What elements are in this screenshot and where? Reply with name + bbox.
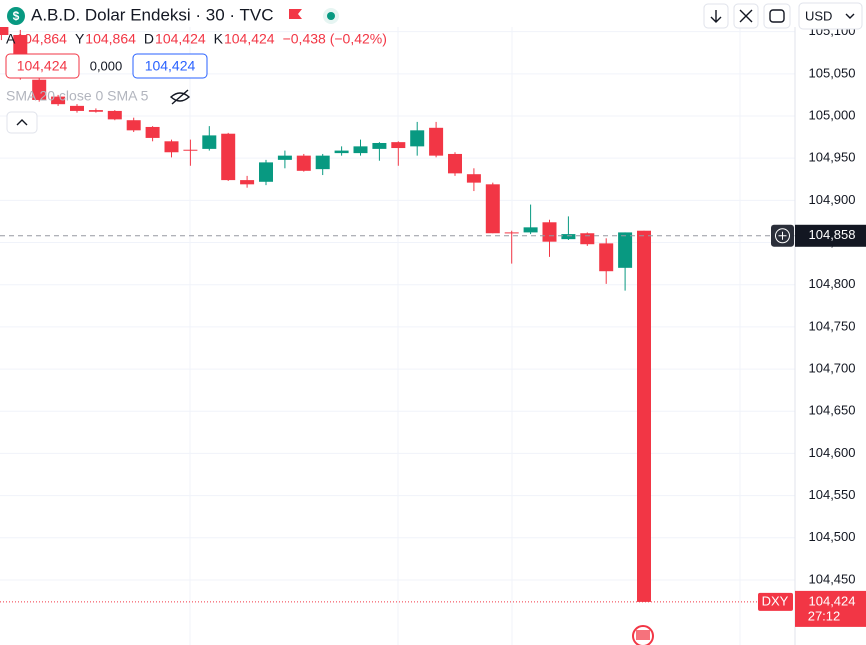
legend-value: 104,864 — [85, 31, 136, 47]
status-dot — [327, 12, 335, 20]
chart-title: A.B.D. Dolar Endeksi · 30 · TVC — [31, 5, 274, 24]
legend-key: A — [6, 31, 16, 47]
collapse-button[interactable] — [6, 111, 38, 134]
candle-body — [107, 110, 122, 120]
bid-box[interactable] — [5, 53, 80, 79]
candle-body — [542, 222, 557, 242]
last-price-label: 104,424 — [809, 593, 856, 608]
candle-body — [372, 142, 387, 149]
candle-body — [51, 96, 66, 105]
candle-body — [561, 234, 576, 240]
legend-key: D — [144, 31, 154, 47]
ask[interactable]: 104,424 — [145, 58, 196, 74]
symbol-label: DXY — [762, 593, 789, 608]
collapse-icon — [16, 119, 28, 126]
currency-button[interactable] — [798, 2, 863, 30]
candle-body — [580, 233, 595, 245]
currency[interactable]: USD — [805, 8, 832, 23]
candle-body — [466, 174, 481, 183]
candle-body — [183, 149, 198, 151]
candle-body — [410, 130, 425, 147]
candle-body — [32, 79, 47, 100]
down-icon — [710, 10, 722, 23]
symbol-box — [758, 592, 793, 611]
currency-caret — [845, 13, 855, 19]
event-flag — [636, 630, 650, 640]
crosshair-plus-cross — [778, 231, 787, 240]
bid[interactable]: 104,424 — [17, 58, 68, 74]
candle-body — [240, 180, 255, 185]
candle-body — [126, 120, 141, 131]
candle-body — [618, 232, 633, 268]
legend-key: Y — [75, 31, 85, 47]
spread: 0,000 — [90, 58, 123, 73]
legend-value: 104,424 — [155, 31, 206, 47]
candle-body — [391, 142, 406, 149]
y-tick-label: 104,900 — [809, 192, 856, 207]
candle-body — [504, 232, 519, 234]
indicator[interactable]: SMA 20 close 0 SMA 5 — [6, 88, 149, 104]
candle-body — [70, 105, 84, 111]
countdown: 27:12 — [808, 608, 841, 623]
candle-body — [637, 230, 651, 602]
candle-body — [599, 243, 614, 272]
legend-value: 104,424 — [224, 31, 275, 47]
crosshair-label-box — [795, 224, 866, 247]
crosshair-plus — [775, 228, 790, 244]
legend-key: K — [214, 31, 224, 47]
ask-box[interactable] — [132, 53, 208, 79]
candle-body — [448, 153, 462, 174]
flag-icon[interactable] — [289, 9, 302, 19]
symbol-icon — [7, 7, 25, 25]
compare-icon — [739, 9, 753, 23]
hide-icon[interactable] — [169, 89, 191, 105]
change: −0,438 (−0,42%) — [283, 31, 387, 47]
y-tick-label: 104,500 — [809, 529, 856, 544]
y-tick-label: 104,650 — [809, 403, 856, 418]
y-tick-label: 105,000 — [809, 107, 856, 122]
candle-body — [485, 184, 500, 234]
y-tick-label: 104,950 — [809, 150, 856, 165]
y-tick-label: 104,800 — [809, 276, 856, 291]
y-tick-label: 104,450 — [809, 571, 856, 586]
last-price-box — [795, 590, 866, 627]
y-tick-label: 104,550 — [809, 487, 856, 502]
y-tick-label: 104,700 — [809, 361, 856, 376]
y-tick-label: 104,600 — [809, 445, 856, 460]
symbol-icon-glyph: $ — [13, 9, 20, 23]
candle-body — [145, 126, 160, 138]
fullscreen-button[interactable] — [763, 3, 791, 29]
y-tick-label: 105,050 — [809, 65, 856, 80]
legend-value: 104,864 — [16, 31, 67, 47]
overlay — [0, 235, 795, 603]
candle-body — [353, 146, 368, 154]
candle-body — [221, 133, 236, 181]
candle-body — [164, 141, 179, 153]
candle-body — [202, 135, 217, 149]
candle-body — [296, 155, 311, 171]
candle-body — [429, 127, 444, 156]
candle-body — [277, 155, 292, 160]
candle-body — [523, 227, 538, 233]
crosshair-label: 104,858 — [809, 227, 856, 242]
legend: A 104,864 Y 104,864 D 104,424 K 104,424 — [6, 31, 275, 47]
candle-body — [315, 155, 330, 170]
candle-body — [334, 150, 349, 154]
y-tick-label: 104,750 — [809, 318, 856, 333]
price-axis: 105,100105,050105,000104,950104,900104,8… — [758, 23, 866, 627]
candle-body — [259, 162, 273, 182]
candle-body — [88, 110, 103, 112]
fullscreen-icon — [769, 9, 785, 23]
